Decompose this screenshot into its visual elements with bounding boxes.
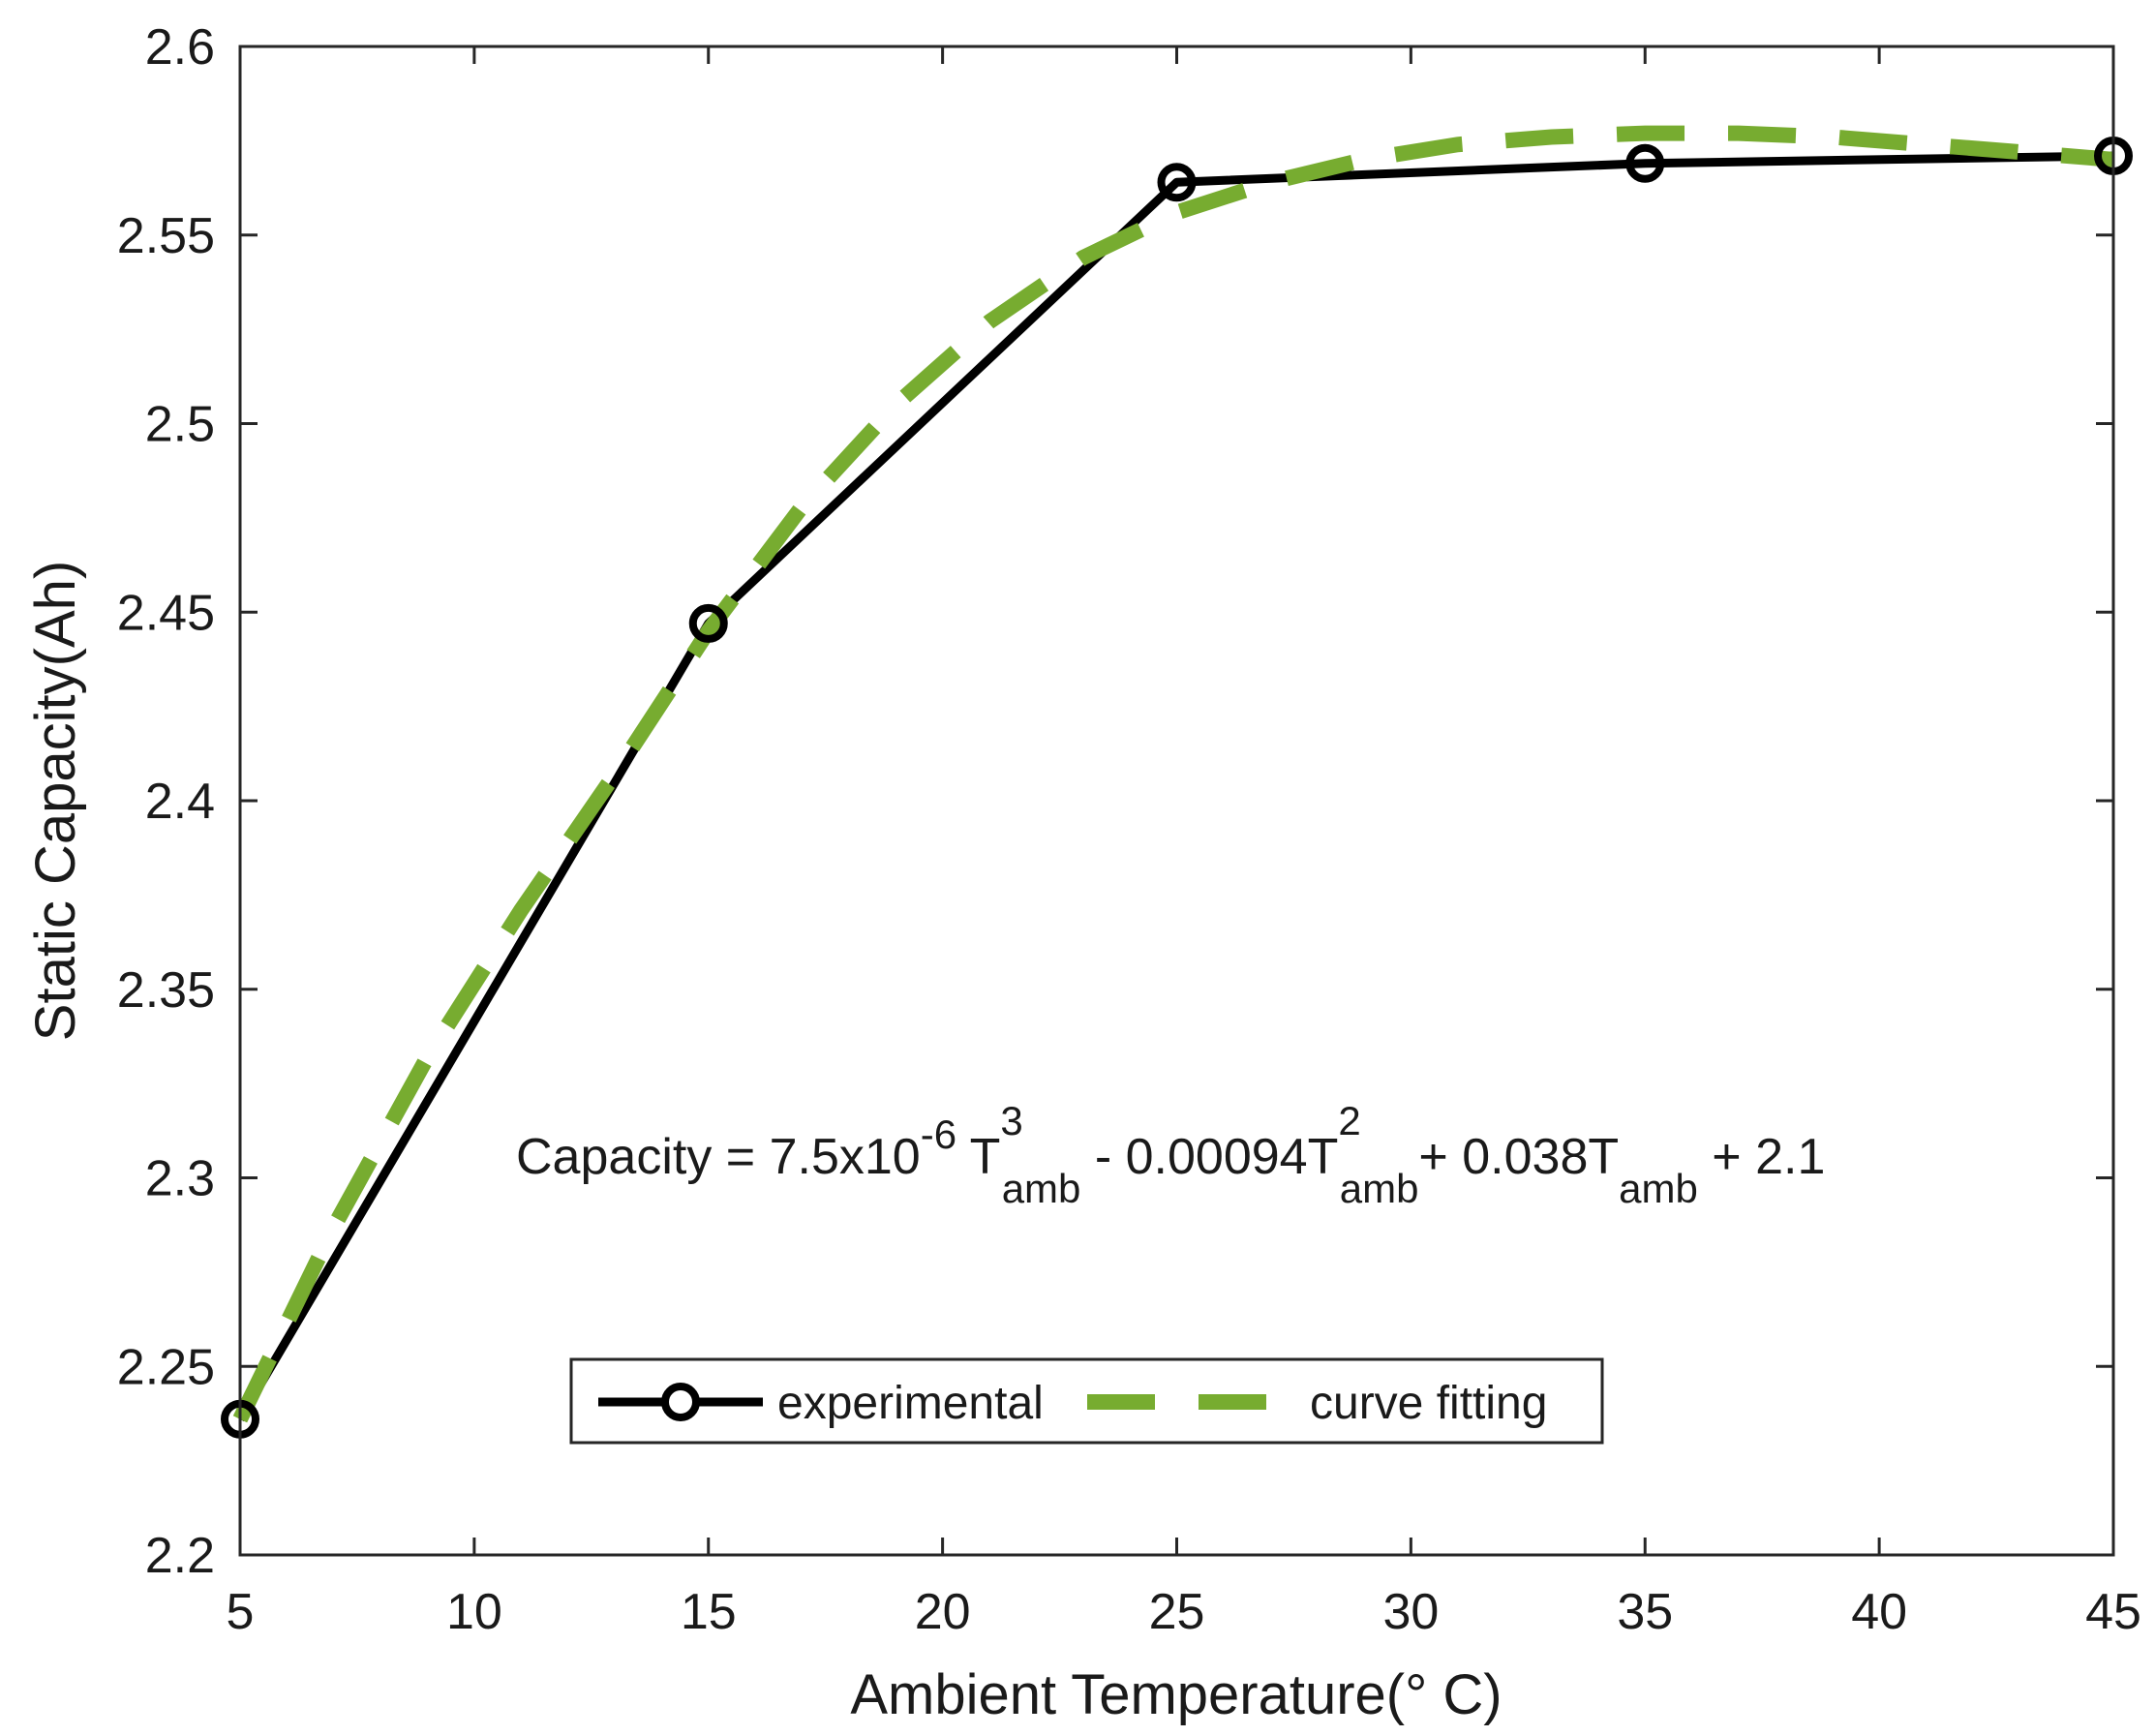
eq-sub2: amb	[1340, 1166, 1419, 1211]
experimental-point	[1157, 163, 1197, 202]
y-tick-label: 2.55	[117, 208, 215, 264]
eq-t1: T	[956, 1129, 1000, 1185]
eq-prefix: Capacity = 7.5x10	[516, 1129, 921, 1185]
fit-equation-annotation: Capacity = 7.5x10-6 T3 amb - 0.00094T2 amb…	[516, 1098, 1825, 1211]
y-tick-label: 2.3	[145, 1151, 215, 1207]
y-tick-label: 2.45	[117, 585, 215, 641]
x-tick-label: 10	[446, 1584, 502, 1640]
eq-sup2: 2	[1338, 1098, 1360, 1143]
legend-experimental-marker	[661, 1383, 700, 1421]
x-tick-label: 30	[1382, 1584, 1439, 1640]
eq-suffix: + 2.1	[1698, 1129, 1826, 1185]
x-tick-label: 40	[1851, 1584, 1907, 1640]
eq-sub3: amb	[1619, 1166, 1698, 1211]
y-tick-label: 2.5	[145, 397, 215, 453]
x-axis-label: Ambient Temperature(° C)	[850, 1663, 1502, 1726]
ticks-layer: 5 10 15 20 25 30 35 40 45 2.2 2.25 2.3 2.35 2.4 2.45 2.…	[117, 19, 2141, 1640]
eq-exp1: -6	[921, 1112, 956, 1157]
eq-mid1: - 0.00094T	[1080, 1129, 1338, 1185]
experimental-series-line	[236, 151, 2114, 1422]
y-tick-label: 2.35	[117, 962, 215, 1019]
experimental-point	[688, 603, 728, 643]
x-tick-label: 20	[915, 1584, 971, 1640]
y-tick-label: 2.6	[145, 19, 215, 76]
x-tick-label: 35	[1617, 1584, 1673, 1640]
eq-sup1: 3	[1000, 1098, 1022, 1143]
legend: experimental curve fitting	[569, 1357, 1604, 1445]
legend-experimental-label: experimental	[777, 1378, 1044, 1429]
y-tick-label: 2.2	[145, 1528, 215, 1584]
y-tick-label: 2.4	[145, 774, 215, 830]
x-tick-label: 15	[681, 1584, 737, 1640]
legend-curve-fitting-label: curve fitting	[1310, 1378, 1547, 1429]
x-tick-label: 45	[2085, 1584, 2141, 1640]
x-tick-label: 25	[1149, 1584, 1205, 1640]
y-axis-label: Static Capacity(Ah)	[24, 561, 87, 1041]
experimental-point	[1625, 143, 1665, 183]
eq-sub1: amb	[1002, 1166, 1081, 1211]
eq-mid2: + 0.038T	[1418, 1129, 1619, 1185]
x-tick-label: 5	[227, 1584, 255, 1640]
y-tick-label: 2.25	[117, 1339, 215, 1395]
